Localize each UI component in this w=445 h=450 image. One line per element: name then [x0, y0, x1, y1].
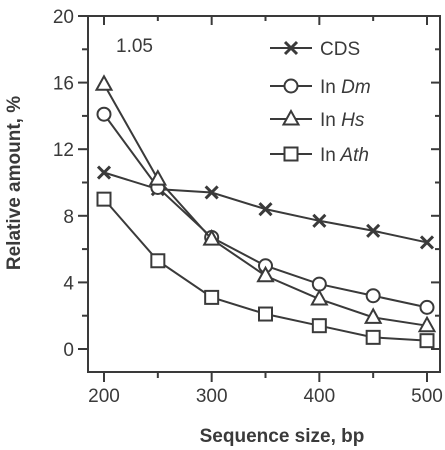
x-tick-label: 500: [411, 386, 443, 407]
data-point-ath: [96, 191, 112, 207]
legend-item-cds: CDS: [270, 39, 360, 60]
y-tick-label: 12: [53, 140, 74, 161]
legend-label: In Ath: [320, 145, 369, 166]
legend-label: In Dm: [320, 77, 371, 98]
chart-annotation: 1.05: [116, 36, 153, 57]
data-point-cds: [312, 213, 327, 228]
data-point-cds-stroke-b: [258, 202, 273, 217]
plot-frame: [87, 15, 441, 373]
legend-item-ath: In Ath: [270, 145, 369, 166]
series-layer: [94, 74, 437, 349]
data-point-dm: [365, 288, 381, 304]
series-hs: [94, 74, 437, 333]
data-point-ath: [258, 306, 273, 322]
legend-marker-cds-stroke-b: [283, 40, 299, 56]
legend-marker-hs: [281, 108, 301, 126]
data-point-ath: [204, 289, 220, 305]
data-point-cds-stroke-b: [312, 213, 327, 228]
legend-label-prefix: In: [320, 110, 336, 131]
data-point-dm: [96, 106, 112, 122]
y-tick-label: 0: [63, 340, 74, 361]
legend-item-hs: In Hs: [270, 108, 365, 131]
data-point-cds-stroke-b: [366, 223, 381, 238]
legend-marker-ath: [283, 146, 299, 162]
data-point-ath: [365, 329, 381, 345]
data-point-cds: [204, 185, 219, 200]
data-point-hs: [417, 315, 437, 333]
data-point-ath: [150, 253, 166, 269]
data-point-hs: [310, 288, 329, 306]
legend-label-species: Ath: [336, 145, 369, 166]
data-point-hs: [256, 265, 275, 283]
data-point-dm: [419, 299, 435, 315]
series-ath: [96, 191, 435, 349]
y-tick-label: 16: [53, 74, 74, 95]
legend-label-species: Dm: [336, 77, 371, 98]
legend-label-prefix: In: [320, 77, 336, 98]
y-axis-title: Relative amount, %: [4, 96, 25, 270]
legend-item-dm: In Dm: [270, 77, 371, 98]
legend-label-species: Hs: [336, 110, 365, 131]
data-point-dm: [311, 276, 327, 292]
data-point-cds-stroke-b: [204, 185, 219, 200]
legend-label-prefix: In: [320, 145, 336, 166]
data-point-cds: [366, 223, 381, 238]
x-axis-title: Sequence size, bp: [200, 426, 365, 447]
data-point-cds: [258, 202, 273, 217]
data-point-hs: [202, 229, 221, 246]
y-tick-label: 20: [53, 7, 74, 28]
series-cds: [96, 165, 435, 250]
series-line-hs: [103, 83, 428, 327]
data-point-hs: [148, 169, 168, 186]
data-point-cds: [419, 235, 435, 250]
x-tick-label: 400: [303, 386, 335, 407]
legend-label: CDS: [320, 39, 360, 60]
axes: 0 4 8 12 16 20 200 300 400 500: [53, 7, 443, 407]
y-tick-label: 8: [63, 207, 74, 228]
data-point-hs: [94, 74, 114, 91]
data-point-cds-stroke-b: [419, 235, 435, 250]
x-tick-label: 200: [88, 386, 120, 407]
data-point-ath: [419, 333, 435, 349]
legend-marker-dm: [283, 78, 299, 94]
data-point-cds-stroke-b: [96, 165, 112, 180]
data-point-cds: [96, 165, 112, 180]
legend-marker-cds: [283, 40, 299, 56]
legend-label: In Hs: [320, 110, 365, 131]
y-tick-label: 4: [63, 273, 74, 294]
legend-label-prefix: CDS: [320, 39, 360, 60]
data-point-hs: [363, 307, 383, 324]
x-tick-label: 300: [196, 386, 228, 407]
data-point-ath: [311, 318, 327, 334]
